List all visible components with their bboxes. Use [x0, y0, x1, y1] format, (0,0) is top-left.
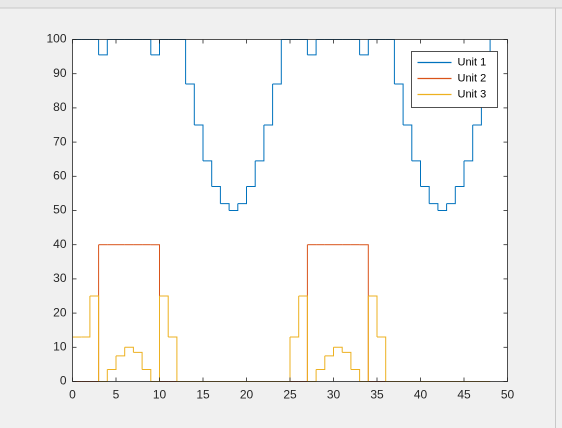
line-step — [220, 203, 230, 211]
line-step — [377, 336, 387, 382]
line-step — [246, 160, 256, 188]
line-step — [298, 295, 308, 382]
legend: Unit 1 Unit 2 Unit 3 — [411, 51, 498, 108]
line-step — [411, 160, 421, 187]
line-step — [229, 203, 239, 211]
y-tick-label: 90 — [53, 66, 67, 80]
y-tick-label: 10 — [53, 339, 67, 353]
line-step — [203, 160, 213, 187]
line-step — [98, 39, 108, 56]
line-step — [263, 83, 274, 126]
line-step — [307, 39, 317, 56]
line-step — [290, 296, 300, 338]
y-tick-label: 50 — [53, 203, 67, 217]
y-tick-label: 30 — [53, 271, 67, 285]
x-tick-label: 50 — [501, 388, 515, 402]
legend-label: Unit 1 — [458, 56, 487, 68]
line-step — [403, 124, 413, 161]
line-step — [350, 369, 361, 382]
legend-label: Unit 2 — [458, 72, 487, 84]
line-step — [420, 186, 430, 204]
line-step — [89, 295, 100, 382]
line-step — [194, 124, 204, 161]
y-tick-label: 60 — [53, 168, 67, 182]
line-step — [255, 125, 265, 162]
line-step — [333, 346, 343, 353]
line-step — [429, 203, 439, 211]
x-tick-label: 0 — [69, 388, 76, 402]
line-step — [142, 369, 152, 382]
x-tick-label: 35 — [370, 388, 384, 402]
y-tick-label: 100 — [46, 32, 66, 46]
x-tick-label: 45 — [457, 388, 471, 402]
y-tick-label: 0 — [60, 374, 67, 388]
line-step — [368, 295, 378, 338]
y-tick-label: 40 — [53, 237, 67, 251]
line-step — [107, 355, 117, 371]
line-step — [237, 186, 247, 205]
line-step — [211, 186, 221, 204]
x-tick-label: 40 — [414, 388, 428, 402]
line-step — [464, 125, 474, 162]
line-step — [316, 355, 326, 371]
x-tick-label: 20 — [240, 388, 254, 402]
x-tick-label: 10 — [153, 388, 167, 402]
x-tick-label: 5 — [113, 388, 120, 402]
y-tick-label: 80 — [53, 100, 67, 114]
x-tick-label: 25 — [283, 388, 297, 402]
line-step — [133, 351, 143, 370]
line-step — [359, 39, 369, 56]
y-tick-label: 70 — [53, 134, 67, 148]
line-step — [159, 295, 169, 338]
line-step — [81, 296, 91, 338]
line-step — [116, 347, 126, 357]
line-step — [342, 351, 352, 370]
line-step — [394, 83, 404, 125]
line-step — [185, 83, 195, 125]
line-step — [455, 160, 465, 188]
line-step — [168, 336, 178, 382]
line-step — [124, 346, 134, 353]
x-tick-label: 30 — [327, 388, 341, 402]
legend-box — [411, 51, 498, 108]
line-step — [324, 347, 334, 357]
line-step — [272, 39, 282, 85]
line-step — [437, 203, 448, 211]
line-step — [446, 186, 456, 205]
legend-label: Unit 3 — [458, 88, 487, 100]
line-step — [150, 39, 160, 56]
x-tick-label: 15 — [196, 388, 210, 402]
toolbar-strip — [0, 0, 562, 8]
y-tick-label: 20 — [53, 305, 67, 319]
